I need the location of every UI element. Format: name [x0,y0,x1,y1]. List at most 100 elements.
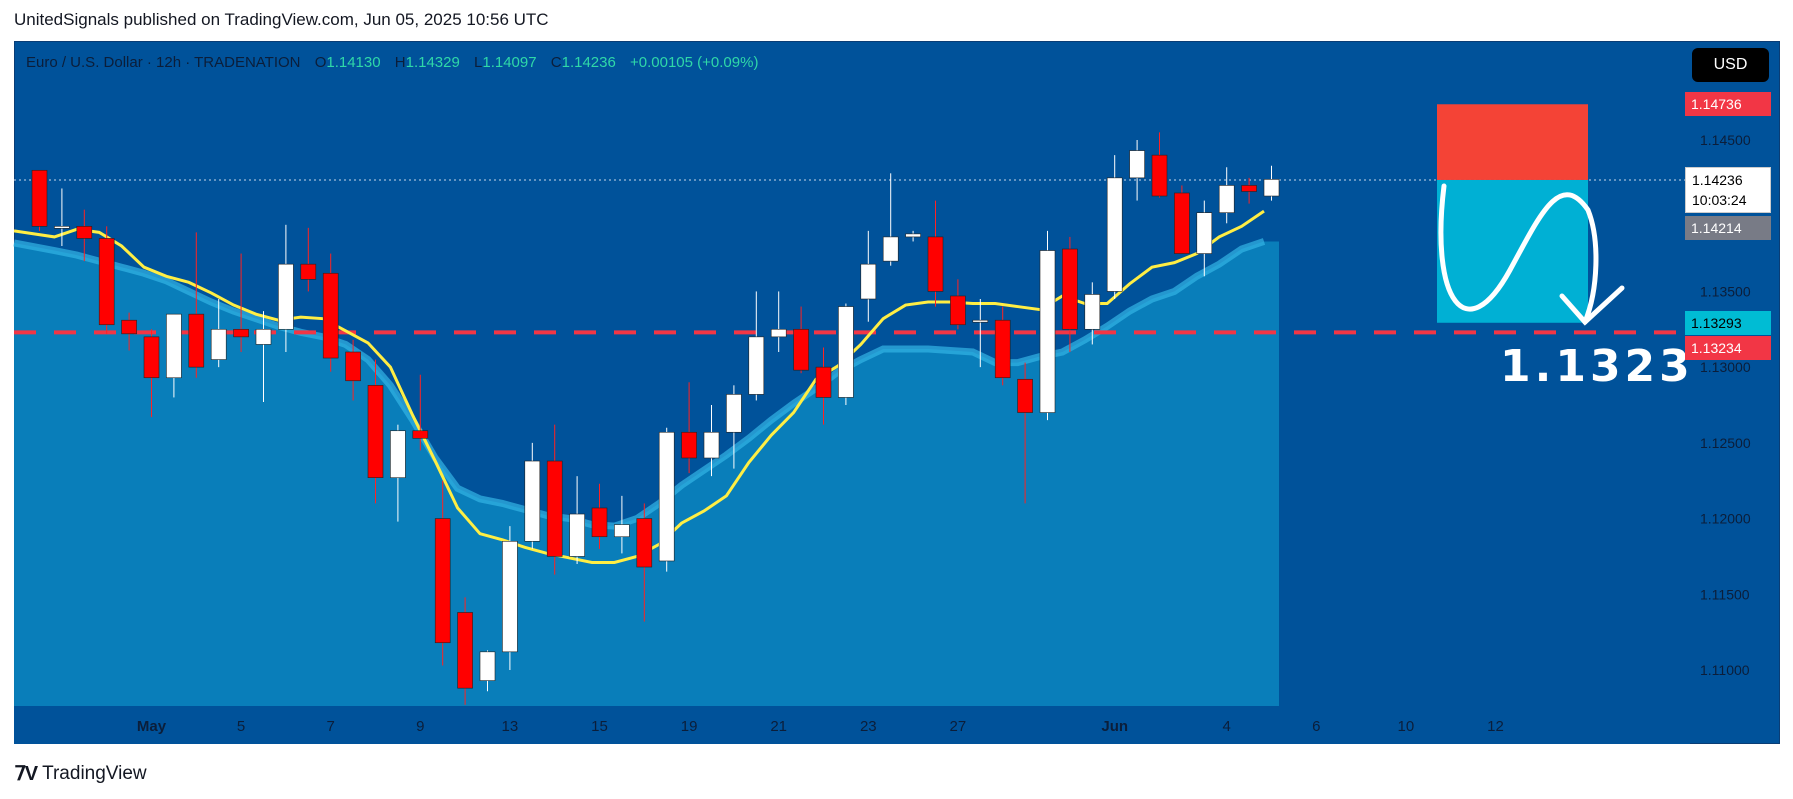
candle-body [1106,177,1123,292]
x-tick-label: Jun [1101,718,1128,735]
y-tick-label: 1.12000 [1700,511,1751,527]
candle-body [255,328,272,345]
x-tick-label: 21 [770,718,787,735]
candle-body [927,236,944,292]
currency-button[interactable]: USD [1692,48,1769,82]
open-label: O [314,54,327,71]
candle-body [143,336,160,379]
x-tick-label: 4 [1223,718,1231,735]
candle-body [703,431,720,459]
candle-body [367,385,384,478]
low-label: L [474,54,483,71]
open-value: 1.14130 [326,54,381,71]
candle-body [31,169,48,227]
candle-body [98,238,115,326]
candle-body [412,430,429,439]
symbol-legend: Euro / U.S. Dollar · 12h · TRADENATION O… [26,54,758,71]
ma-value-badge: 1.14214 [1685,216,1771,240]
x-tick-label: 23 [860,718,877,735]
x-tick-label: 12 [1487,718,1504,735]
candle-body [882,236,899,262]
candle-body [479,651,496,681]
target-a-badge: 1.13293 [1685,311,1771,335]
target-annotation-text: 1.1323 [1500,341,1694,392]
target-a-text: 1.13293 [1691,315,1742,331]
stop-price-text: 1.14736 [1691,96,1742,112]
candle-body [905,233,921,238]
target-b-badge: 1.13234 [1685,336,1771,360]
candle-body [950,295,966,326]
candle-body [994,319,1011,379]
candle-body [210,328,227,360]
candle-body [1241,185,1257,192]
candle-body [591,507,608,538]
high-label: H [394,54,406,71]
candle-body [658,431,675,562]
ma-value-text: 1.14214 [1691,220,1742,236]
tradingview-logo-icon: 𝟩V [14,763,38,785]
target-b-text: 1.13234 [1691,340,1742,356]
low-value: 1.14097 [482,54,537,71]
candle-body [614,524,630,538]
arrow-head-icon [1559,285,1625,326]
close-value: 1.14236 [561,54,616,71]
candle-body [524,460,541,542]
stop-loss-box [1437,104,1588,180]
candle-body [546,460,563,557]
symbol-name: Euro / U.S. Dollar · 12h · TRADENATION [26,54,301,71]
candle-body [121,319,137,335]
time-axis-strip [14,706,1690,744]
candle-body [390,430,406,478]
candle-body [54,226,70,229]
candle-body [502,540,518,653]
x-tick-label: 7 [327,718,335,735]
last-price-badge: 1.14236 10:03:24 [1685,167,1771,213]
publisher-text: UnitedSignals published on TradingView.c… [14,10,549,29]
x-tick-label: 27 [950,718,967,735]
candle-body [681,431,697,459]
candle-body [1129,150,1145,179]
candle-body [76,226,93,239]
y-tick-label: 1.13500 [1700,283,1751,299]
candle-body [815,366,832,398]
x-tick-label: 5 [237,718,245,735]
publisher-header: UnitedSignals published on TradingView.c… [14,10,549,30]
candle-body [457,612,473,689]
candle-body [636,518,653,568]
currency-label: USD [1713,56,1748,73]
x-tick-label: 10 [1398,718,1415,735]
candle-body [278,263,294,330]
candle-body [838,306,854,398]
candle-body [233,328,249,338]
candle-body [793,328,809,371]
stop-price-badge: 1.14736 [1685,92,1771,116]
x-tick-label: 15 [591,718,608,735]
candle-body [1218,185,1235,213]
x-tick-label: 6 [1312,718,1320,735]
y-tick-label: 1.11500 [1700,586,1750,602]
candle-body [1263,179,1280,197]
x-tick-label: May [137,718,167,735]
x-tick-label: 19 [681,718,698,735]
close-label: C [550,54,562,71]
footer-brand[interactable]: 𝟩V TradingView [14,761,147,786]
y-tick-label: 1.13000 [1700,359,1751,375]
candle-body [770,328,787,338]
candle-body [345,351,361,382]
x-tick-label: 9 [416,718,424,735]
y-tick-label: 1.12500 [1700,435,1751,451]
candle-body [1084,294,1101,330]
candle-body [1196,212,1213,254]
candle-body [1017,378,1033,413]
bar-countdown-text: 10:03:24 [1692,192,1747,208]
high-value: 1.14329 [405,54,460,71]
brand-text: TradingView [42,762,147,784]
candle-body [188,313,205,368]
x-tick-label: 13 [502,718,519,735]
candle-body [726,394,742,433]
candle-body [1062,248,1078,330]
y-tick-label: 1.14500 [1700,132,1751,148]
candle-body [322,272,339,359]
candle-body [569,513,585,557]
